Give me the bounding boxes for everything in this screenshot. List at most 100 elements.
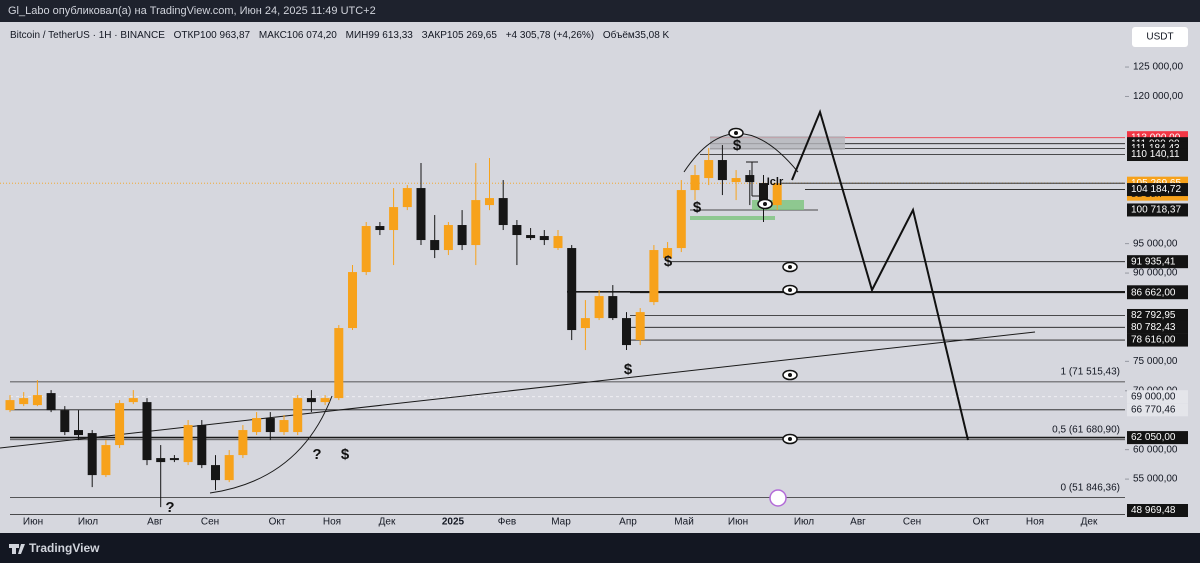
candle-body (32, 395, 42, 406)
y-tick-label: 90 000,00 (1133, 268, 1178, 279)
price-label-box (1127, 320, 1188, 334)
candle-body (19, 398, 29, 405)
fib-label: 1 (71 515,43) (1061, 367, 1121, 378)
y-tick-label: 60 000,00 (1133, 444, 1178, 455)
x-tick-label: Май (674, 517, 694, 528)
y-tick-label: 75 000,00 (1133, 356, 1178, 367)
annotation: ? (165, 499, 174, 516)
candle-body (156, 458, 166, 463)
price-label: 62 050,00 (1131, 432, 1176, 443)
footer-brand: TradingView (29, 541, 100, 555)
x-tick-label: Авг (147, 517, 163, 528)
price-label-box (1127, 308, 1188, 322)
fib-label: 0 (51 846,36) (1061, 482, 1121, 493)
candle-body (74, 430, 83, 436)
x-tick-label: Дек (1081, 517, 1098, 528)
candle-body (238, 430, 248, 456)
legend-item: ЗАКР105 269,65 (422, 30, 498, 41)
candle-body (128, 398, 138, 403)
price-label: 69 000,00 (1131, 391, 1176, 402)
eye-pupil (788, 265, 792, 269)
x-tick-label: Ноя (1026, 517, 1044, 528)
candle-body (539, 236, 549, 241)
x-tick-label: Июн (23, 517, 43, 528)
candle-body (580, 318, 590, 329)
eye-pupil (763, 202, 767, 206)
legend-item: МАКС106 074,20 (259, 30, 337, 41)
annotation: $ (664, 253, 673, 270)
chart-area (0, 22, 1200, 533)
price-label: 48 969,48 (1131, 505, 1176, 516)
price-label: 82 792,95 (1131, 310, 1176, 321)
price-label-box (1127, 390, 1188, 404)
candle-body (690, 175, 700, 191)
y-tick-label: 55 000,00 (1133, 474, 1178, 485)
x-tick-label: Дек (379, 517, 396, 528)
price-label: 100 718,37 (1131, 205, 1181, 216)
price-label-box (1127, 148, 1188, 162)
candle-body (526, 235, 536, 239)
candle-body (772, 183, 782, 206)
price-label-box (1127, 255, 1188, 269)
zone-gray (710, 136, 845, 150)
x-tick-label: Ноя (323, 517, 341, 528)
fib-label: 0,5 (61 680,90) (1052, 424, 1120, 435)
legend-item: +4 305,78 (+4,26%) (506, 30, 594, 41)
x-tick-label: Сен (903, 517, 921, 528)
price-label-box (1127, 431, 1188, 445)
brand-logo (9, 544, 25, 554)
candle-body (704, 160, 714, 179)
candle-body (416, 188, 426, 241)
annotation: Iclr (767, 176, 784, 188)
x-tick-label: Сен (201, 517, 219, 528)
candle-body (731, 178, 741, 183)
price-label: 110 140,11 (1131, 149, 1180, 160)
price-label-box (1127, 403, 1188, 417)
candle-body (361, 226, 371, 273)
candle-body (402, 188, 412, 208)
candle-body (211, 465, 220, 481)
price-label-box (1127, 203, 1188, 217)
candle-body (553, 236, 563, 249)
x-tick-label: Июн (728, 517, 748, 528)
candle-body (622, 318, 631, 346)
x-tick-label: 2025 (442, 517, 465, 528)
price-label: 91 935,41 (1131, 256, 1176, 267)
x-tick-label: Июл (78, 517, 98, 528)
candle-body (512, 225, 522, 236)
symbol: Bitcoin / TetherUS · 1Н · BINANCE (10, 30, 165, 41)
price-label: 80 782,43 (1131, 322, 1176, 333)
candle-body (279, 420, 289, 433)
price-label: 104 184,72 (1131, 184, 1181, 195)
eye-pupil (788, 373, 792, 377)
candle-body (430, 240, 440, 251)
price-label-box (1127, 504, 1188, 517)
candle-body (759, 183, 768, 206)
candle-body (87, 433, 97, 476)
annotation: $ (341, 446, 350, 463)
price-label-box (1127, 286, 1188, 300)
x-tick-label: Авг (850, 517, 866, 528)
candle-body (293, 398, 303, 433)
legend-item: ОТКР100 963,87 (174, 30, 251, 41)
page-header: Gl_Labo опубликовал(а) на TradingView.co… (8, 5, 376, 17)
candle-body (334, 328, 344, 399)
candle-body (142, 402, 152, 461)
zone-green (690, 216, 775, 220)
currency-label[interactable]: USDT (1146, 32, 1173, 43)
candle-body (101, 445, 111, 476)
price-label: 86 662,00 (1131, 287, 1176, 298)
eye-pupil (788, 288, 792, 292)
forecast-path (791, 108, 969, 441)
currency-button[interactable] (1132, 27, 1188, 47)
candle-body (115, 403, 125, 446)
eye-pupil (734, 131, 738, 135)
x-tick-label: Апр (619, 517, 637, 528)
candle-body (389, 207, 399, 231)
trend-line (0, 331, 1036, 449)
candle-body (197, 425, 207, 466)
price-label: 78 616,00 (1131, 335, 1176, 346)
annotation: ? (312, 446, 321, 463)
